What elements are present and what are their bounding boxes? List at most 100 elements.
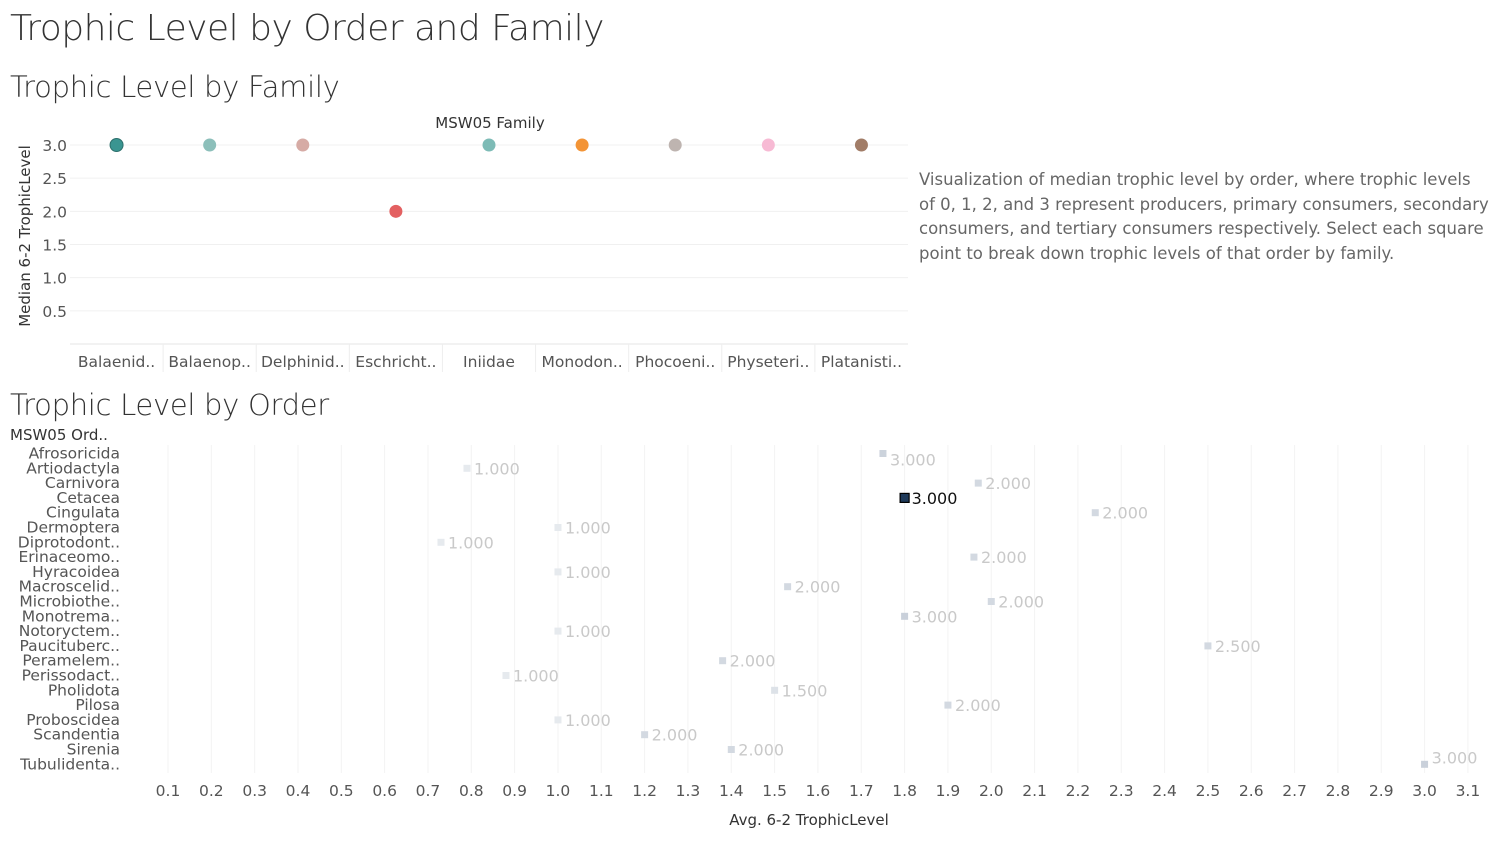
y-tick-label: 2.0 — [42, 203, 67, 221]
order-point-tubulidenta — [1421, 760, 1429, 768]
order-point-monotrema — [901, 612, 909, 620]
x-tick-label: Platanisti.. — [821, 353, 902, 371]
order-point-pilosa — [944, 701, 952, 709]
x-tick-label: 0.6 — [372, 782, 397, 800]
x-tick-label: 0.2 — [199, 782, 224, 800]
order-point-cingulata — [1091, 509, 1099, 517]
family-point-platanisti — [854, 138, 868, 152]
x-tick-label: 2.5 — [1196, 782, 1221, 800]
family-point-eschricht — [389, 204, 403, 218]
data-label: 1.000 — [565, 711, 611, 730]
family-point-delphinid — [296, 138, 310, 152]
x-tick-label: 2.3 — [1109, 782, 1134, 800]
x-tick-label: 0.1 — [156, 782, 181, 800]
family-chart[interactable]: MSW05 Family Median 6-2 TrophicLevel 0.5 1.… — [0, 108, 910, 378]
y-tick-label: 1.5 — [42, 237, 67, 255]
data-label: 3.000 — [912, 489, 958, 508]
x-tick-label: 1.2 — [632, 782, 657, 800]
x-tick-label: Eschricht.. — [355, 353, 436, 371]
x-tick-label: Monodon.. — [542, 353, 623, 371]
x-tick-label: 1.0 — [546, 782, 571, 800]
order-point-diprotodont — [437, 538, 445, 546]
order-point-cetacea — [899, 492, 910, 504]
x-tick-label: 1.4 — [719, 782, 744, 800]
data-label: 3.000 — [912, 607, 958, 626]
family-point-physeteri — [761, 138, 775, 152]
order-point-carnivora — [974, 479, 982, 487]
row-label: Carnivora — [45, 474, 120, 492]
row-label: Proboscidea — [26, 711, 120, 729]
order-point-macroscelid — [784, 583, 792, 591]
family-chart-title: Trophic Level by Family — [10, 70, 340, 104]
x-tick-label: 2.0 — [979, 782, 1004, 800]
order-chart[interactable]: MSW05 Ord.. 0.1 0.2 0.3 0.4 0.5 0.6 0.7 0.8 0.9 1.… — [0, 425, 1500, 865]
row-label: Diprotodont.. — [18, 533, 120, 551]
data-label: 1.000 — [513, 667, 559, 686]
row-label: Notoryctem.. — [19, 622, 120, 640]
family-point-balaenop — [203, 138, 217, 152]
x-tick-label: 3.1 — [1456, 782, 1481, 800]
x-tick-label: Physeteri.. — [727, 353, 809, 371]
x-tick-label: Balaenop.. — [168, 353, 250, 371]
x-tick-label: 0.3 — [242, 782, 267, 800]
row-label: Afrosoricida — [29, 445, 120, 463]
data-label: 2.000 — [652, 726, 698, 745]
order-point-paucituberc — [1204, 642, 1212, 650]
row-label: Artiodactyla — [26, 459, 120, 477]
row-label: Monotrema.. — [22, 607, 120, 625]
order-point-peramelem — [719, 657, 727, 665]
x-tick-label: 1.8 — [892, 782, 917, 800]
data-label: 1.000 — [565, 622, 611, 641]
row-label: Scandentia — [33, 726, 120, 744]
data-label: 2.000 — [955, 696, 1001, 715]
row-label: Perissodact.. — [22, 667, 120, 685]
row-label: Cetacea — [57, 489, 121, 507]
data-label: 1.000 — [565, 519, 611, 538]
data-label: 3.000 — [1432, 748, 1478, 767]
data-label: 3.000 — [890, 451, 936, 470]
row-label: Pholidota — [48, 681, 120, 699]
x-tick-label: 2.7 — [1282, 782, 1307, 800]
order-point-pholidota — [771, 686, 779, 694]
order-point-microbiothe — [987, 598, 995, 605]
order-point-perissodact — [502, 672, 510, 679]
x-tick-label: Iniidae — [463, 353, 515, 371]
row-label: Paucituberc.. — [20, 637, 121, 655]
row-label: Peramelem.. — [22, 652, 120, 670]
legend-title: MSW05 Family — [435, 114, 545, 132]
x-tick-label: 2.9 — [1369, 782, 1394, 800]
row-label: Hyracoidea — [32, 563, 120, 581]
data-label: 2.000 — [1102, 504, 1148, 523]
row-label: Tubulidenta.. — [19, 755, 120, 773]
row-header: MSW05 Ord.. — [10, 426, 108, 444]
y-tick-label: 0.5 — [42, 303, 67, 321]
x-tick-label: 3.0 — [1412, 782, 1437, 800]
description-text: Visualization of median trophic level by… — [919, 170, 1489, 263]
row-label: Pilosa — [75, 696, 120, 714]
x-tick-label: 1.6 — [806, 782, 831, 800]
x-tick-label: 0.9 — [502, 782, 527, 800]
order-point-hyracoidea — [554, 568, 562, 576]
order-point-notoryctem — [554, 627, 562, 635]
y-axis-label: Median 6-2 TrophicLevel — [16, 145, 34, 327]
x-tick-label: Phocoeni.. — [635, 353, 715, 371]
y-tick-label: 2.5 — [42, 170, 67, 188]
data-label: 2.000 — [738, 741, 784, 760]
x-tick-label: 0.7 — [416, 782, 441, 800]
data-label: 2.000 — [730, 652, 776, 671]
family-point-phocoeni — [668, 138, 682, 152]
order-chart-title: Trophic Level by Order — [10, 388, 329, 422]
x-tick-label: 1.9 — [936, 782, 961, 800]
family-point-balaenid — [109, 138, 124, 152]
y-tick-label: 1.0 — [42, 270, 67, 288]
data-label: 2.000 — [985, 474, 1031, 493]
order-point-proboscidea — [554, 716, 562, 724]
x-tick-label: Delphinid.. — [261, 353, 345, 371]
family-point-iniidae — [482, 138, 496, 152]
x-tick-label: 1.1 — [589, 782, 614, 800]
family-point-monodon — [575, 138, 589, 152]
x-tick-label: 2.1 — [1022, 782, 1047, 800]
x-tick-label: 2.8 — [1326, 782, 1351, 800]
x-tick-label: 1.7 — [849, 782, 874, 800]
data-label: 2.000 — [795, 578, 841, 597]
